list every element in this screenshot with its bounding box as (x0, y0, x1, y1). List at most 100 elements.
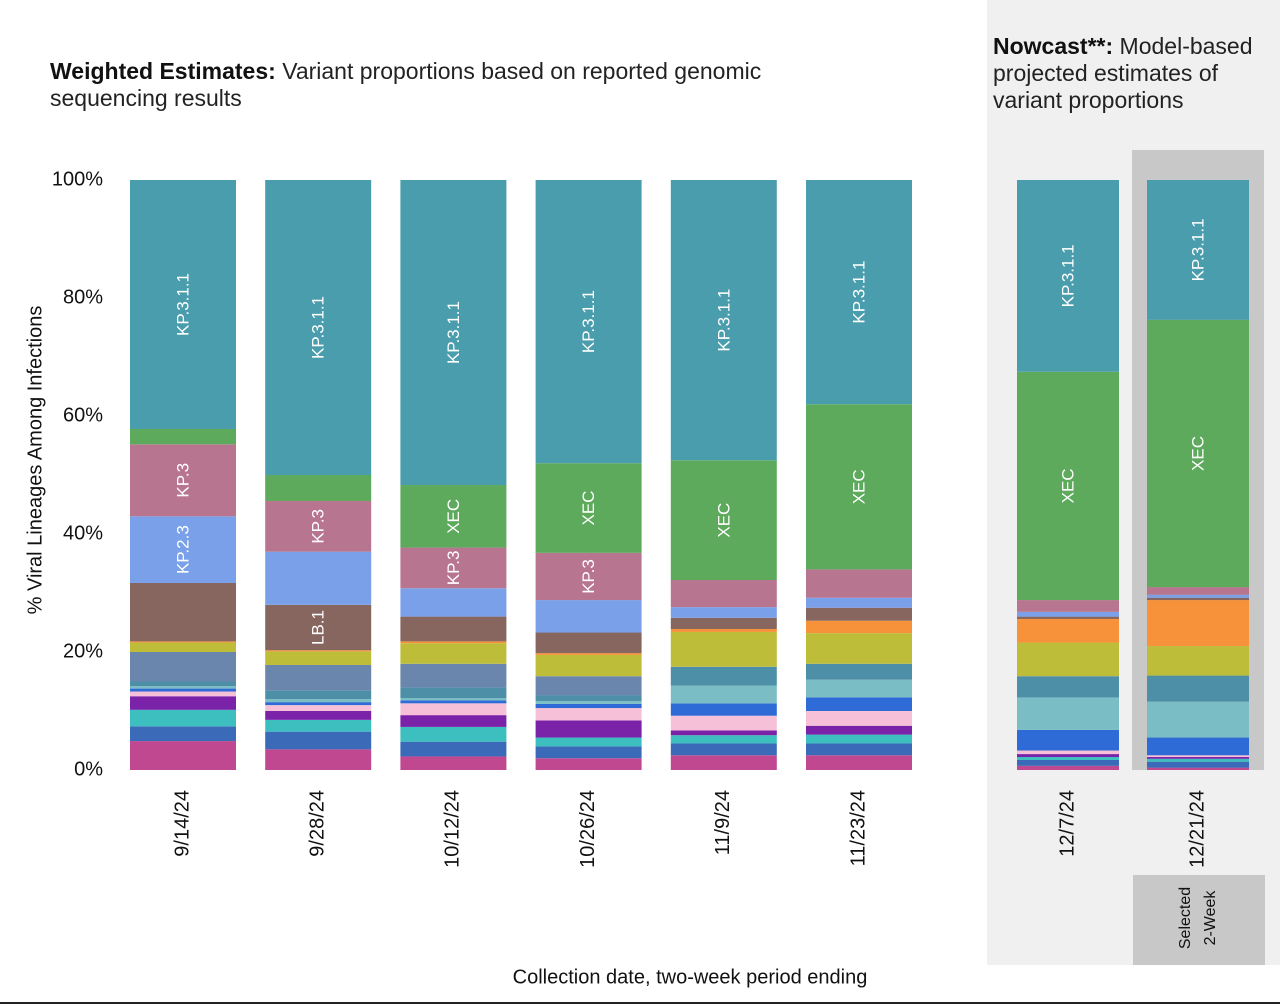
bar-segment (130, 516, 236, 583)
bar-segment (130, 444, 236, 517)
bar-segment (1017, 642, 1119, 677)
bar-segment (535, 654, 642, 677)
bar-segment (1147, 675, 1249, 702)
bar-segment (1017, 180, 1119, 372)
x-tick-label: 12/21/24 (1186, 790, 1208, 868)
bar-segment (400, 741, 507, 757)
bar-segment (806, 743, 912, 756)
bar-segment (1017, 759, 1119, 766)
bar-segment (535, 552, 642, 601)
x-tick-label: 11/23/24 (847, 790, 869, 866)
segment-label: XEC (1188, 436, 1207, 471)
bar-segment (265, 711, 372, 720)
y-tick-label: 80% (63, 286, 103, 308)
bar-segment (1147, 646, 1249, 676)
bar-segment (130, 688, 236, 692)
bar-segment (1017, 765, 1119, 770)
segment-label: KP.3 (579, 559, 598, 594)
bar-segment (265, 719, 372, 732)
bar-segment (265, 702, 372, 706)
bar-segment (670, 743, 777, 756)
bar-segment (535, 676, 642, 696)
bar-segment (400, 663, 507, 688)
bar-segment (400, 756, 507, 770)
bar-segment (1147, 761, 1249, 768)
segment-label: KP.3 (309, 509, 328, 544)
bar-segment (670, 703, 777, 716)
bar-segment (1147, 594, 1249, 598)
bar-segment (806, 569, 912, 598)
x-tick-label: 10/26/24 (577, 790, 599, 868)
bar-segment (806, 180, 912, 405)
bar-segment (1017, 371, 1119, 601)
bar-segment (400, 485, 507, 548)
bar-segment (1147, 757, 1249, 759)
bar-segment (400, 698, 507, 701)
bar-segment (265, 690, 372, 700)
bar-segment (1147, 755, 1249, 758)
bar-segment (130, 726, 236, 742)
bar-segment (535, 720, 642, 738)
bar-segment (535, 463, 642, 553)
bar-segment (670, 617, 777, 629)
bar-segment (670, 730, 777, 736)
bar-segment (265, 651, 372, 665)
bar-segment (400, 180, 507, 486)
bar-segment (535, 708, 642, 721)
x-tick-label: 9/14/24 (171, 790, 193, 857)
bar-segment (1147, 180, 1249, 320)
bar-segment (400, 547, 507, 589)
bar-segment (806, 607, 912, 621)
x-tick-label: 10/12/24 (442, 790, 464, 868)
bar-segment (1147, 758, 1249, 762)
selected-note: 2-Week (1202, 890, 1219, 946)
segment-label: KP.3.1.1 (579, 290, 598, 353)
bar-segment (806, 633, 912, 664)
bar-segment (400, 641, 507, 644)
bar-segment (130, 428, 236, 445)
bar-segment (265, 180, 372, 475)
bar-segment (1147, 600, 1249, 647)
bar-segment (670, 180, 777, 461)
bar-segment (265, 551, 372, 605)
bar-segment (130, 641, 236, 643)
bar-segment (400, 588, 507, 617)
bar-segment (1017, 676, 1119, 698)
bar-segment (400, 703, 507, 716)
bar-segment (806, 663, 912, 680)
bar-segment (1017, 757, 1119, 760)
bar-segment (1017, 616, 1119, 619)
bar-segment (400, 643, 507, 664)
segment-label: KP.3.1.1 (1058, 244, 1077, 307)
bar-segment (670, 715, 777, 731)
bar-segment (670, 580, 777, 608)
bar-segment (1147, 587, 1249, 595)
bar-segment (130, 686, 236, 689)
bar-segment (1017, 750, 1119, 755)
bar-segment (670, 755, 777, 770)
bar-segment (265, 699, 372, 703)
segment-label: XEC (849, 469, 868, 504)
bar-segment (265, 731, 372, 750)
bar-segment (1017, 600, 1119, 612)
bar-segment (265, 705, 372, 711)
bar-segment (400, 616, 507, 642)
bar-segment (670, 685, 777, 704)
y-tick-label: 0% (74, 758, 103, 780)
bar-segment (806, 734, 912, 744)
bar-segment (535, 758, 642, 770)
bar-segment (535, 746, 642, 759)
bar-segment (670, 735, 777, 744)
segment-label: XEC (579, 491, 598, 526)
bar-segment (806, 620, 912, 634)
bar-segment (130, 709, 236, 727)
y-tick-label: 100% (52, 168, 103, 190)
title-text: Variant proportions based on reported ge… (50, 58, 762, 111)
bar-segment (1017, 697, 1119, 730)
bar-segment (400, 715, 507, 727)
bar-segment (806, 711, 912, 726)
bar-segment (1017, 611, 1119, 617)
bar-segment (806, 755, 912, 770)
bar-segment (1147, 701, 1249, 738)
